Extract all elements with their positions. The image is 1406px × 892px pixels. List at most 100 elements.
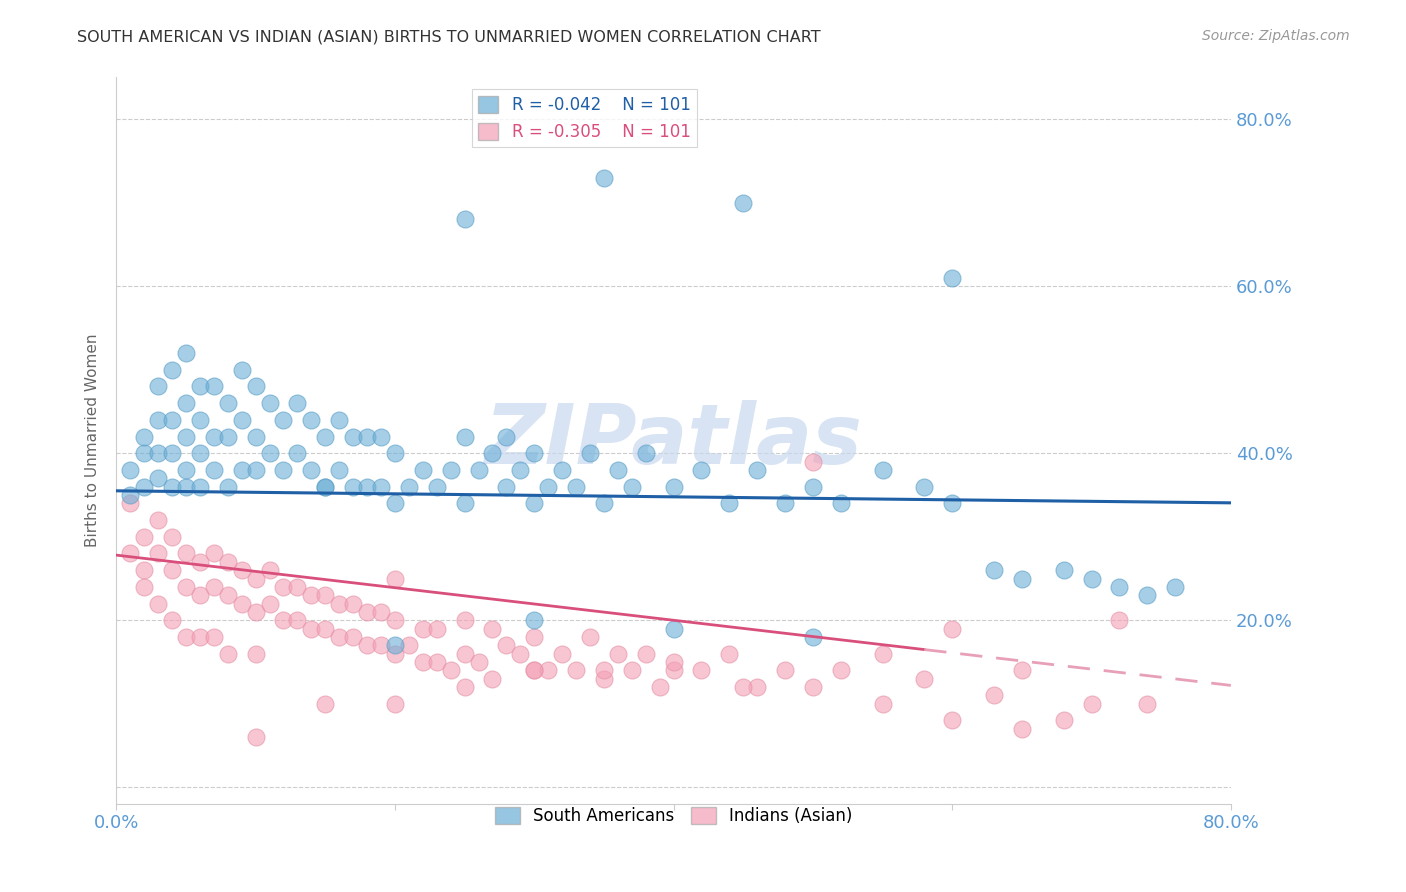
Point <box>328 413 350 427</box>
Point <box>134 446 156 460</box>
Y-axis label: Births to Unmarried Women: Births to Unmarried Women <box>86 334 100 548</box>
Point <box>273 463 295 477</box>
Point <box>733 680 755 694</box>
Point <box>773 664 796 678</box>
Point <box>174 546 197 560</box>
Point <box>188 446 211 460</box>
Point <box>259 396 281 410</box>
Point <box>370 638 392 652</box>
Text: ZIPatlas: ZIPatlas <box>485 401 862 481</box>
Point <box>1011 664 1033 678</box>
Point <box>718 496 741 510</box>
Point <box>412 622 434 636</box>
Point <box>453 647 475 661</box>
Point <box>314 622 336 636</box>
Point <box>733 195 755 210</box>
Point <box>231 563 253 577</box>
Point <box>634 446 657 460</box>
Text: SOUTH AMERICAN VS INDIAN (ASIAN) BIRTHS TO UNMARRIED WOMEN CORRELATION CHART: SOUTH AMERICAN VS INDIAN (ASIAN) BIRTHS … <box>77 29 821 45</box>
Point <box>134 563 156 577</box>
Point <box>801 454 824 468</box>
Point <box>188 413 211 427</box>
Point <box>146 597 169 611</box>
Point <box>801 480 824 494</box>
Point <box>299 622 322 636</box>
Point <box>593 672 616 686</box>
Point <box>231 362 253 376</box>
Point <box>634 647 657 661</box>
Point <box>384 496 406 510</box>
Point <box>174 463 197 477</box>
Point <box>941 496 963 510</box>
Point <box>134 429 156 443</box>
Point <box>1136 697 1159 711</box>
Point <box>384 613 406 627</box>
Point <box>620 664 643 678</box>
Point <box>356 605 378 619</box>
Point <box>593 170 616 185</box>
Point <box>523 613 546 627</box>
Point <box>202 463 225 477</box>
Point <box>983 689 1005 703</box>
Point <box>606 463 628 477</box>
Point <box>523 630 546 644</box>
Point <box>384 638 406 652</box>
Point <box>188 480 211 494</box>
Point <box>328 630 350 644</box>
Point <box>259 446 281 460</box>
Point <box>356 480 378 494</box>
Point <box>1053 714 1076 728</box>
Point <box>146 471 169 485</box>
Point <box>1108 580 1130 594</box>
Point <box>160 413 183 427</box>
Point <box>565 480 588 494</box>
Point <box>1136 588 1159 602</box>
Point <box>146 413 169 427</box>
Point <box>384 446 406 460</box>
Point <box>174 580 197 594</box>
Point <box>134 480 156 494</box>
Point <box>495 480 517 494</box>
Point <box>523 664 546 678</box>
Point <box>160 613 183 627</box>
Point <box>509 463 531 477</box>
Point <box>188 588 211 602</box>
Point <box>912 480 935 494</box>
Point <box>941 271 963 285</box>
Legend: South Americans, Indians (Asian): South Americans, Indians (Asian) <box>488 800 859 832</box>
Point <box>481 672 503 686</box>
Point <box>747 463 769 477</box>
Point <box>245 429 267 443</box>
Point <box>259 563 281 577</box>
Point <box>537 480 560 494</box>
Point <box>342 630 364 644</box>
Point <box>342 429 364 443</box>
Point <box>941 714 963 728</box>
Point <box>1011 722 1033 736</box>
Point <box>872 697 894 711</box>
Point <box>328 597 350 611</box>
Point <box>1080 572 1102 586</box>
Point <box>202 546 225 560</box>
Point <box>342 480 364 494</box>
Point <box>273 580 295 594</box>
Point <box>830 664 852 678</box>
Point <box>174 396 197 410</box>
Point <box>412 655 434 669</box>
Point <box>287 580 309 594</box>
Point <box>523 664 546 678</box>
Point <box>467 463 489 477</box>
Point <box>426 480 449 494</box>
Point <box>912 672 935 686</box>
Point <box>231 597 253 611</box>
Point <box>120 488 142 502</box>
Point <box>188 630 211 644</box>
Point <box>245 572 267 586</box>
Point <box>160 563 183 577</box>
Point <box>453 212 475 227</box>
Point <box>174 429 197 443</box>
Point <box>202 580 225 594</box>
Point <box>120 463 142 477</box>
Point <box>174 630 197 644</box>
Point <box>467 655 489 669</box>
